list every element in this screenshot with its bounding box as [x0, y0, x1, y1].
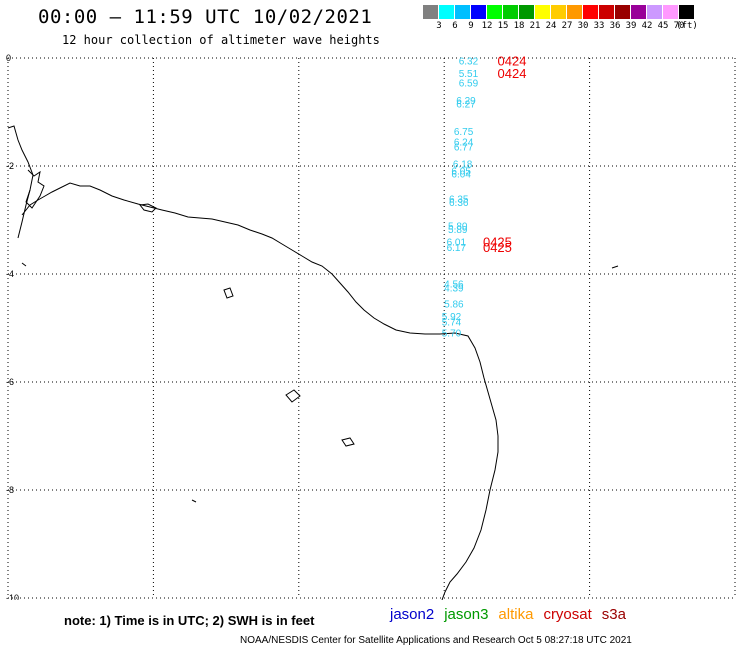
- wave-height-value: 6.24: [454, 138, 474, 149]
- pass-time-label: 0424: [498, 54, 527, 69]
- color-scale-label: 36: [609, 21, 621, 31]
- color-swatch: [455, 5, 471, 19]
- wave-height-value: 6.77: [454, 143, 474, 154]
- wave-height-value: 5.51: [459, 69, 479, 80]
- wave-height-value: 5.92: [442, 312, 462, 323]
- color-swatch: [631, 5, 647, 19]
- wave-height-value: 6.01: [447, 238, 467, 249]
- color-scale-label: 12: [481, 21, 493, 31]
- wave-height-value: 5.89: [448, 225, 468, 236]
- color-scale-label: 3: [436, 21, 442, 31]
- wave-height-color-scale: [423, 5, 695, 19]
- wave-height-value: 6.75: [454, 127, 474, 138]
- axis-tick-labels: -45-42-39-36-33-300-2-4-6-8-10: [6, 53, 19, 600]
- latitude-tick-label: -10: [6, 593, 19, 600]
- color-swatch: [487, 5, 503, 19]
- color-swatch: [663, 5, 679, 19]
- wave-height-value: 6.05: [451, 166, 471, 177]
- wave-height-value: 5.86: [444, 300, 464, 311]
- wave-height-value: 6.59: [459, 78, 479, 89]
- color-swatch: [567, 5, 583, 19]
- latitude-tick-label: -2: [6, 161, 14, 171]
- wave-height-value: 6.17: [447, 243, 467, 254]
- wave-height-value: 5.74: [442, 318, 462, 329]
- latitude-tick-label: -6: [6, 377, 14, 387]
- color-scale-label: 9: [468, 21, 474, 31]
- color-swatch: [583, 5, 599, 19]
- island-shape: [139, 203, 157, 213]
- river-delta-shape: [25, 169, 45, 209]
- island-shape: [223, 287, 234, 299]
- credit-line: NOAA/NESDIS Center for Satellite Applica…: [240, 635, 632, 646]
- wave-height-value: 5.70: [442, 328, 462, 339]
- color-swatch: [503, 5, 519, 19]
- wave-height-value: 6.35: [449, 194, 469, 205]
- pass-time-label: 0424: [498, 66, 527, 81]
- color-scale-label: (ft): [676, 21, 698, 31]
- color-swatch: [647, 5, 663, 19]
- satellite-name: s3a: [601, 606, 626, 623]
- latitude-tick-label: -4: [6, 269, 14, 279]
- color-scale-label: 27: [561, 21, 573, 31]
- color-scale-label: 70: [673, 21, 685, 31]
- satellite-name: cryosat: [543, 606, 592, 623]
- color-swatch: [519, 5, 535, 19]
- footer-note: note: 1) Time is in UTC; 2) SWH is in fe…: [64, 613, 315, 628]
- islet-marks: [21, 262, 619, 503]
- coastline: [7, 125, 619, 600]
- color-scale-label: 15: [497, 21, 509, 31]
- island-shape: [285, 389, 301, 403]
- wave-height-value: 6.04: [451, 170, 471, 181]
- wave-height-value: 6.18: [453, 159, 473, 170]
- color-swatch: [615, 5, 631, 19]
- satellite-legend: jason2 jason3 altika cryosat s3a: [390, 606, 636, 623]
- color-swatch: [439, 5, 455, 19]
- color-swatch: [551, 5, 567, 19]
- wave-height-value: 4.56: [444, 280, 464, 291]
- color-swatch: [471, 5, 487, 19]
- color-scale-label: 6: [452, 21, 458, 31]
- latitude-tick-label: 0: [6, 53, 11, 63]
- wave-height-value: 4.39: [444, 284, 464, 295]
- map-grid: [7, 57, 736, 599]
- color-scale-label: 33: [593, 21, 605, 31]
- map-subtitle: 12 hour collection of altimeter wave hei…: [62, 33, 380, 47]
- color-swatch: [535, 5, 551, 19]
- color-scale-label: 42: [641, 21, 653, 31]
- wave-height-value: 5.80: [448, 221, 468, 232]
- color-scale-label: 24: [545, 21, 557, 31]
- wave-height-value: 6.32: [459, 57, 479, 68]
- color-scale-label: 30: [577, 21, 589, 31]
- wave-height-map: -45-42-39-36-33-300-2-4-6-8-10 6.325.516…: [6, 53, 736, 600]
- wave-height-value: 6.29: [456, 96, 476, 107]
- pass-time-label: 0425: [483, 240, 512, 255]
- color-scale-label: 21: [529, 21, 541, 31]
- color-swatch: [423, 5, 439, 19]
- latitude-tick-label: -8: [6, 485, 14, 495]
- wave-height-value: 6.36: [449, 198, 469, 209]
- satellite-name: altika: [498, 606, 534, 623]
- color-swatch: [599, 5, 615, 19]
- color-scale-label: 45: [657, 21, 669, 31]
- color-scale-label: 18: [513, 21, 525, 31]
- island-shape: [341, 437, 355, 447]
- map-title: 00:00 – 11:59 UTC 10/02/2021: [38, 6, 373, 28]
- color-swatch: [679, 5, 695, 19]
- wave-height-observations: 6.325.516.59 6.296.27 6.756.246.77 6.186.05…: [442, 57, 479, 340]
- satellite-name: jason2: [390, 606, 435, 623]
- color-scale-label: 39: [625, 21, 637, 31]
- wave-height-value: 6.27: [456, 99, 476, 110]
- pass-time-label: 0425: [483, 235, 512, 250]
- satellite-name: jason3: [444, 606, 489, 623]
- coastline-path: [7, 125, 499, 600]
